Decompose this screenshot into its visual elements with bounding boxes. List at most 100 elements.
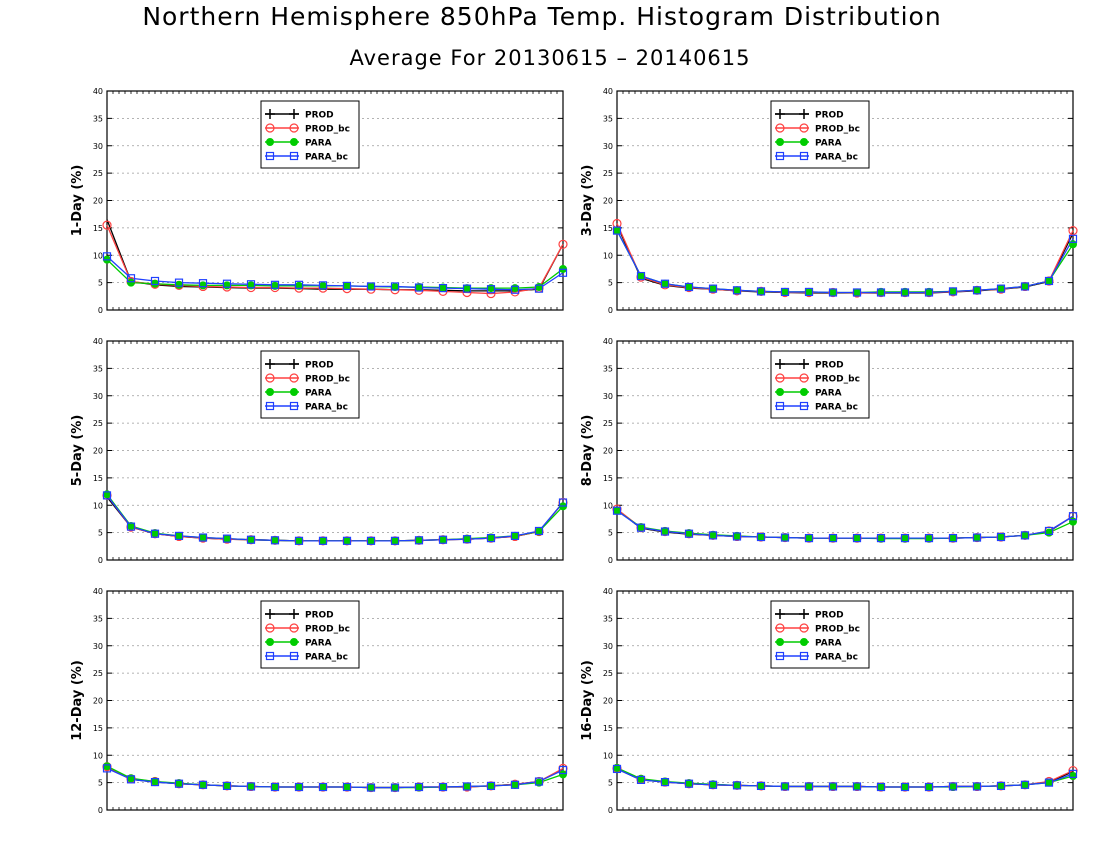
data-point-para-bc bbox=[948, 782, 958, 791]
y-tick-label: 25 bbox=[93, 669, 103, 678]
data-point-para-bc bbox=[246, 280, 256, 289]
data-point-para bbox=[1045, 778, 1053, 787]
data-point-para bbox=[925, 783, 933, 792]
data-point-para bbox=[781, 782, 789, 791]
data-point-para bbox=[487, 781, 495, 790]
y-tick-label: 30 bbox=[603, 142, 613, 151]
legend-marker bbox=[289, 651, 299, 661]
data-point-para bbox=[103, 762, 111, 771]
data-point-para-bc bbox=[660, 777, 670, 787]
data-point-para-bc bbox=[756, 287, 766, 296]
data-point-para-bc bbox=[924, 782, 934, 792]
data-point-para-bc bbox=[1020, 282, 1030, 291]
data-point-para-bc bbox=[366, 783, 376, 792]
data-point-para bbox=[1021, 531, 1029, 540]
y-tick-label: 20 bbox=[603, 697, 613, 706]
chart-panel-4: 0 5 10 15 20 25 30 35 40 8-Day (%) PROD PROD_bc PARA… bbox=[580, 337, 1078, 565]
data-point-para-bc bbox=[486, 533, 496, 543]
legend-box bbox=[770, 100, 870, 169]
data-point-para bbox=[853, 534, 861, 543]
data-point-para-bc bbox=[852, 533, 862, 543]
data-point-para bbox=[829, 288, 837, 297]
legend-label: PROD_bc bbox=[305, 125, 350, 135]
data-point-para-bc bbox=[708, 531, 718, 540]
data-point-para-bc bbox=[900, 782, 910, 792]
legend-marker bbox=[799, 401, 809, 411]
data-point-para-bc bbox=[684, 779, 694, 788]
data-point-para bbox=[127, 278, 135, 287]
data-point-para bbox=[439, 783, 447, 792]
data-point-para bbox=[391, 783, 399, 792]
y-tick-label: 5 bbox=[608, 279, 613, 288]
data-point-para bbox=[973, 533, 981, 542]
y-tick-label: 0 bbox=[98, 306, 103, 315]
data-point-para-bc bbox=[732, 781, 742, 790]
data-point-para bbox=[757, 287, 765, 296]
y-tick-label: 10 bbox=[93, 251, 103, 260]
data-point-para-bc bbox=[390, 783, 400, 792]
legend-label: PARA_bc bbox=[305, 653, 348, 663]
data-point-para-bc bbox=[126, 274, 136, 283]
legend-label: PARA bbox=[815, 639, 842, 649]
y-axis-label: 16-Day (%) bbox=[580, 660, 595, 741]
data-point-para bbox=[367, 783, 375, 792]
y-tick-label: 0 bbox=[98, 556, 103, 565]
data-point-para-bc bbox=[708, 284, 718, 293]
y-axis-label: 1-Day (%) bbox=[70, 165, 85, 237]
data-point-para bbox=[223, 781, 231, 790]
y-tick-label: 40 bbox=[603, 587, 613, 596]
legend-label: PROD bbox=[815, 111, 844, 121]
data-point-prod-bc bbox=[102, 220, 112, 230]
data-point-para-bc bbox=[636, 271, 646, 281]
data-point-para bbox=[853, 288, 861, 297]
y-tick-label: 30 bbox=[93, 642, 103, 651]
legend-marker bbox=[775, 373, 785, 383]
data-point-para-bc bbox=[804, 287, 814, 297]
legend-marker bbox=[775, 151, 785, 161]
data-point-para bbox=[199, 780, 207, 789]
data-point-para-bc bbox=[342, 536, 352, 545]
data-point-prod-bc bbox=[1068, 226, 1078, 236]
data-point-para-bc bbox=[636, 523, 646, 532]
y-tick-label: 5 bbox=[608, 529, 613, 538]
legend-marker bbox=[265, 623, 275, 633]
data-point-para-bc bbox=[198, 533, 208, 542]
legend-marker bbox=[776, 138, 784, 146]
data-point-para bbox=[973, 782, 981, 791]
data-point-para-bc bbox=[102, 764, 112, 773]
legend-marker bbox=[265, 123, 275, 133]
chart-panel-3: 0 5 10 15 20 25 30 35 40 5-Day (%) PROD PROD_bc PARA… bbox=[70, 337, 568, 565]
y-tick-label: 20 bbox=[93, 197, 103, 206]
data-point-para-bc bbox=[222, 534, 232, 543]
data-point-para-bc bbox=[996, 532, 1006, 542]
legend-marker bbox=[289, 151, 299, 161]
data-point-para bbox=[781, 533, 789, 542]
data-point-para bbox=[463, 782, 471, 791]
y-tick-label: 5 bbox=[98, 529, 103, 538]
data-point-para-bc bbox=[732, 532, 742, 541]
data-point-para-bc bbox=[294, 536, 304, 545]
y-tick-label: 30 bbox=[93, 392, 103, 401]
y-tick-label: 5 bbox=[98, 779, 103, 788]
legend-box bbox=[260, 600, 360, 669]
y-tick-label: 20 bbox=[93, 697, 103, 706]
y-tick-label: 20 bbox=[603, 197, 613, 206]
data-point-para-bc bbox=[246, 535, 256, 544]
data-point-para-bc bbox=[222, 279, 232, 288]
data-point-prod-bc bbox=[558, 239, 568, 249]
legend-marker bbox=[289, 623, 299, 633]
legend-label: PARA bbox=[815, 389, 842, 399]
data-point-para bbox=[997, 284, 1005, 293]
series-line-prod-bc bbox=[616, 223, 1074, 294]
data-point-para-bc bbox=[246, 782, 256, 791]
legend-marker bbox=[799, 623, 809, 633]
data-point-para bbox=[805, 287, 813, 296]
y-tick-label: 40 bbox=[93, 587, 103, 596]
legend-marker bbox=[265, 151, 275, 161]
data-point-para-bc bbox=[102, 252, 112, 261]
data-point-para-bc bbox=[462, 782, 472, 791]
legend-marker bbox=[776, 388, 784, 396]
data-point-para-bc bbox=[366, 282, 376, 291]
legend-box bbox=[260, 100, 360, 169]
legend-label: PROD_bc bbox=[815, 625, 860, 635]
